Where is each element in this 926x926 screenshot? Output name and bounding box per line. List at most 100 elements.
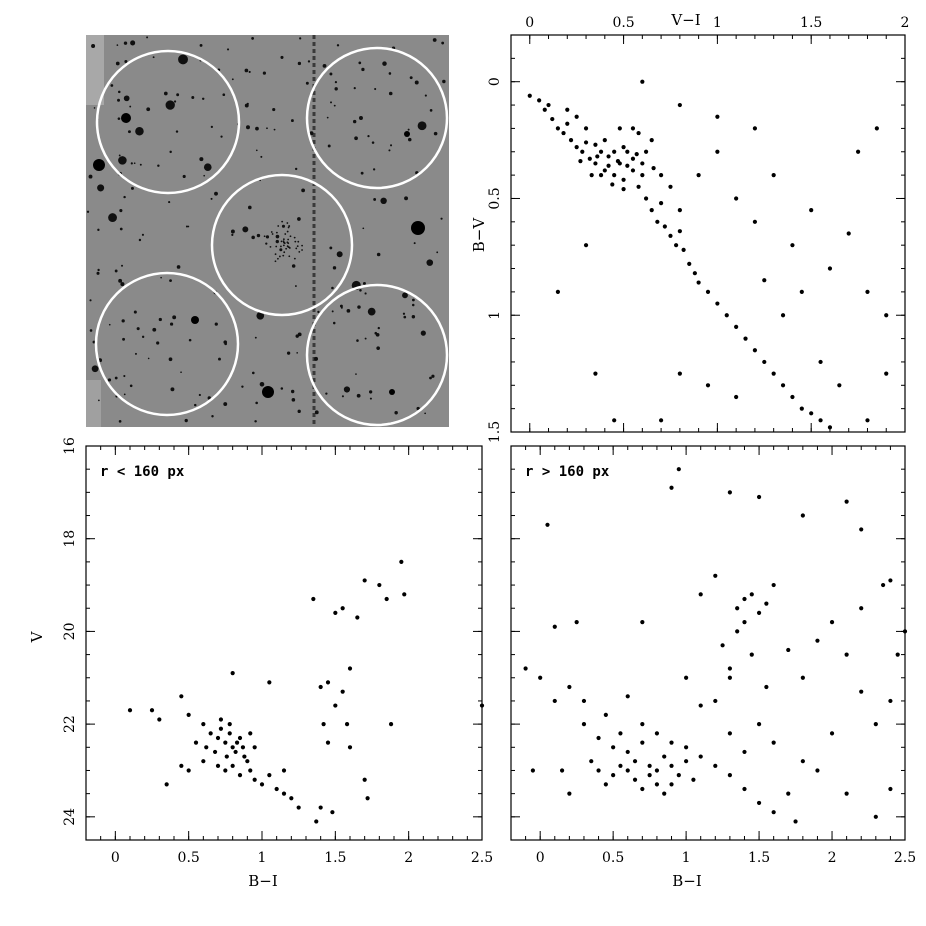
data-point [561, 130, 566, 136]
data-point [771, 173, 776, 178]
data-point [546, 102, 551, 108]
data-point [201, 759, 206, 764]
data-point [618, 763, 623, 768]
field-image-star [180, 371, 182, 374]
field-image-star [332, 266, 337, 270]
field-image-bright-star [411, 221, 425, 235]
data-point [593, 161, 598, 166]
field-image-cluster-star [283, 242, 286, 245]
field-image-star [118, 278, 123, 283]
field-image-star [327, 144, 331, 148]
data-point [330, 810, 335, 815]
data-point [527, 93, 532, 98]
data-point [583, 126, 589, 131]
x-axis-title: V−I [670, 11, 700, 29]
data-point [621, 187, 626, 192]
field-image-star [156, 341, 160, 345]
field-image-star [173, 100, 177, 103]
field-image-star [296, 352, 298, 354]
data-point [318, 805, 323, 810]
data-point [698, 754, 703, 759]
data-point [625, 768, 630, 773]
field-image-star [339, 304, 343, 308]
data-point [552, 698, 557, 704]
data-point [625, 149, 630, 154]
field-image-star [361, 67, 365, 72]
data-point [727, 731, 732, 736]
y-tick-label: 1 [487, 311, 503, 320]
data-point [589, 759, 594, 764]
field-image-star [440, 217, 443, 220]
field-image-star [223, 402, 228, 406]
field-image-star [169, 322, 174, 326]
field-image-star [294, 167, 298, 171]
data-point [606, 154, 611, 159]
data-point [662, 224, 667, 229]
x-axis-title: B−I [248, 872, 278, 890]
field-image-star [376, 252, 381, 257]
field-image-cluster-star [271, 233, 274, 235]
field-image-star [118, 156, 127, 165]
data-point [248, 768, 253, 773]
plot-frame [510, 445, 906, 841]
data-point [658, 173, 664, 178]
data-point [164, 782, 169, 787]
field-image-star [329, 246, 333, 250]
x-tick-label: 1 [682, 850, 691, 866]
data-point [602, 137, 607, 143]
data-point [756, 610, 762, 615]
field-image-star [372, 168, 376, 171]
field-image-star [322, 63, 327, 68]
field-image-bright-star [404, 131, 410, 137]
field-image-star [359, 289, 362, 292]
field-image-star [255, 401, 258, 405]
field-image-cluster-star [288, 255, 291, 258]
field-image-cluster-star [281, 220, 284, 223]
field-image-star [352, 119, 357, 124]
field-image-star [297, 409, 301, 413]
data-point [799, 289, 804, 294]
data-point [859, 606, 864, 611]
data-point [669, 485, 674, 490]
field-image-star [96, 271, 100, 275]
field-image-star [123, 393, 126, 396]
field-image-star [246, 125, 250, 130]
field-image-cluster-star [297, 240, 300, 243]
data-point [649, 208, 654, 213]
field-image-star [123, 95, 130, 102]
data-point [568, 137, 574, 143]
field-image-star [248, 70, 251, 74]
field-image-cluster-star [298, 250, 301, 253]
field-image-star [433, 131, 438, 136]
field-image-cluster-star [280, 240, 283, 243]
x-tick-label: 1.5 [800, 15, 822, 31]
data-point [610, 182, 615, 187]
field-image-cluster-star [285, 247, 288, 250]
data-point [625, 163, 630, 168]
data-point [647, 773, 652, 778]
data-point [752, 219, 758, 224]
field-image-star [329, 72, 333, 76]
field-image-star [429, 376, 432, 380]
field-image-star [374, 88, 377, 91]
field-image-star [214, 322, 218, 326]
data-point [654, 782, 660, 787]
data-point [149, 708, 155, 713]
field-image-star [223, 340, 228, 344]
field-image-star [404, 196, 409, 201]
data-point [230, 763, 235, 768]
field-image-star [114, 376, 118, 380]
data-point [756, 722, 762, 727]
field-image-star [241, 385, 244, 388]
data-point [289, 796, 294, 801]
field-image-star [231, 78, 234, 81]
field-image-star [402, 292, 408, 299]
data-point [384, 596, 389, 602]
field-image-cluster-star [288, 247, 291, 249]
data-point [634, 152, 639, 157]
field-image-star [266, 127, 268, 130]
field-image-cluster-star [282, 244, 285, 247]
field-image-ring-2 [305, 46, 449, 190]
data-point [734, 394, 739, 400]
field-image-star [254, 336, 257, 339]
